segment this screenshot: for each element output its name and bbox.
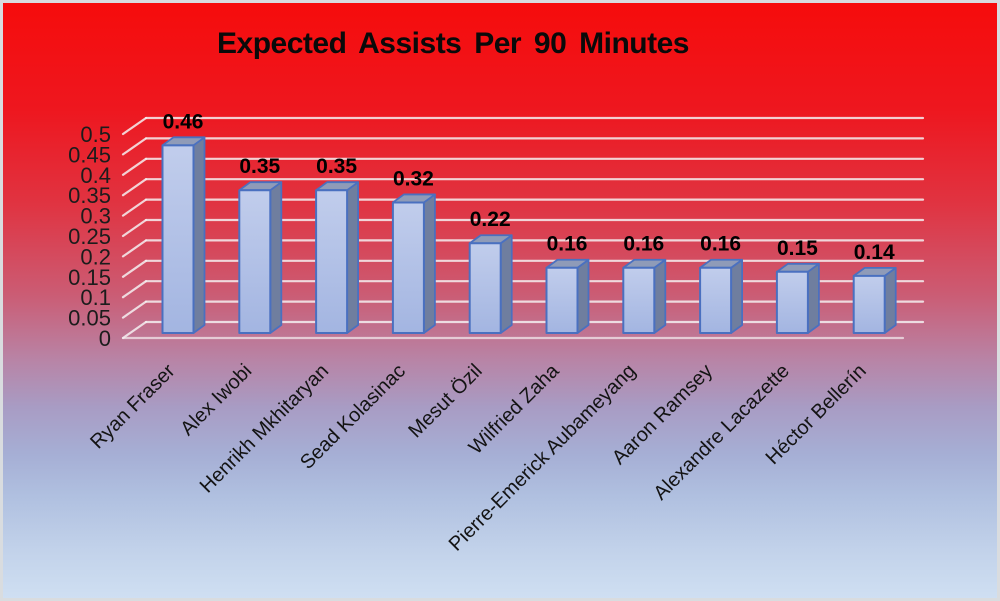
value-labels: 0.46 0.35 0.35 0.32 0.22 0.16 0.16 0.16 0.15 0.14: [163, 110, 895, 264]
gridline-depth-tick: [121, 157, 148, 176]
bar-2: [238, 181, 283, 334]
bar-front-face: [852, 274, 886, 335]
bar-front-face: [468, 242, 502, 335]
value-label: 0.32: [393, 167, 434, 190]
chart-title: Expected Assists Per 90 Minutes: [217, 27, 689, 60]
gridline-depth-tick: [121, 137, 148, 156]
y-axis-tick-label: 0.5: [80, 122, 111, 147]
bar-side-face: [192, 136, 206, 334]
bar-front-face: [622, 266, 656, 334]
category-label: Henrikh Mkhitaryan: [196, 360, 333, 497]
y-axis-tick-label: 0.05: [68, 306, 111, 331]
bar-front-face: [238, 189, 272, 334]
bar-side-face: [346, 181, 360, 334]
bars: [161, 136, 897, 335]
gridline-depth-tick: [121, 116, 148, 136]
gridline-depth-tick: [121, 320, 148, 340]
gridline-depth-tick: [121, 300, 148, 319]
category-label: Alex Iwobi: [176, 360, 256, 440]
bar-1: [161, 136, 206, 334]
bar-side-face: [883, 266, 897, 334]
category-label: Ryan Fraser: [86, 360, 180, 454]
value-label: 0.35: [239, 155, 280, 178]
y-axis-tick-label: 0.15: [68, 265, 111, 290]
bar-6: [545, 258, 590, 334]
bar-10: [852, 266, 897, 335]
bar-front-face: [699, 266, 733, 334]
value-label: 0.15: [777, 237, 818, 260]
y-axis-tick-label: 0.45: [68, 142, 111, 167]
y-axis-tick-label: 0.25: [68, 224, 111, 249]
y-axis-tick-label: 0.2: [80, 244, 111, 269]
value-label: 0.16: [700, 233, 741, 256]
gridline-depth-tick: [121, 280, 148, 299]
bar-side-face: [269, 181, 283, 334]
bar-side-face: [807, 262, 820, 334]
y-axis: 00.050.10.150.20.250.30.350.40.450.5: [68, 122, 111, 351]
gridline-depth-tick: [121, 218, 148, 238]
bar-front-face: [775, 270, 809, 334]
gridline-depth-tick: [121, 259, 148, 278]
bar-side-face: [499, 234, 513, 334]
bar-side-face: [576, 258, 590, 334]
bar-side-face: [653, 258, 667, 334]
bar-front-face: [161, 144, 195, 334]
bar-side-face: [422, 193, 436, 334]
y-axis-tick-label: 0.3: [80, 204, 111, 229]
chart-canvas: 00.050.10.150.20.250.30.350.40.450.50.46…: [68, 110, 925, 556]
bar-4: [391, 193, 436, 334]
bar-front-face: [391, 201, 425, 334]
value-label: 0.46: [163, 110, 204, 133]
gridline-depth-tick: [121, 198, 148, 217]
value-label: 0.16: [623, 233, 664, 256]
bar-5: [468, 234, 513, 335]
y-axis-tick-label: 0.35: [68, 183, 111, 208]
gridline-depth-tick: [121, 239, 148, 258]
y-axis-tick-label: 0: [99, 326, 111, 351]
bar-side-face: [730, 258, 743, 334]
value-label: 0.35: [316, 155, 357, 178]
bar-8: [699, 258, 743, 334]
category-label: Mesut Özil: [404, 360, 486, 442]
gridline-depth-tick: [121, 178, 148, 197]
bar-front-face: [545, 266, 579, 334]
category-label: Alexandre Lacazette: [649, 360, 793, 504]
y-axis-tick-label: 0.4: [80, 163, 111, 188]
value-label: 0.22: [470, 208, 511, 231]
bar-9: [775, 262, 820, 334]
bar-front-face: [315, 189, 349, 334]
bar-3: [315, 181, 360, 334]
value-label: 0.16: [547, 233, 588, 256]
bar-7: [622, 258, 667, 334]
y-axis-tick-label: 0.1: [80, 285, 111, 310]
value-label: 0.14: [854, 241, 895, 264]
